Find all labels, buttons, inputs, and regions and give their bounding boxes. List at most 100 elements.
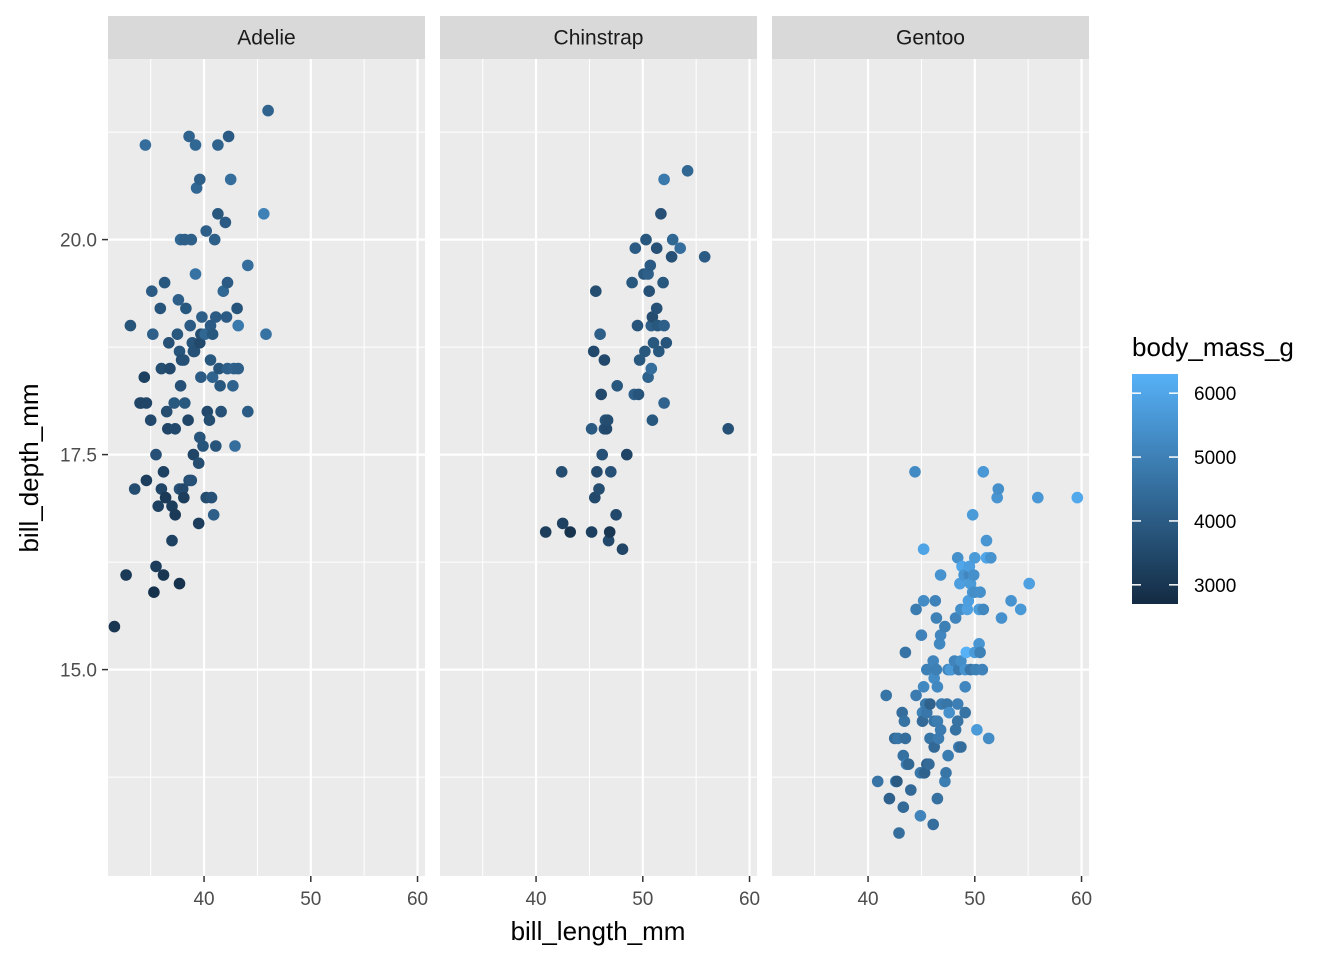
data-point [152,500,164,512]
data-point [564,526,576,538]
data-point [555,466,568,478]
data-point [909,466,921,478]
data-point [217,285,230,298]
facet-panels: Adelie Chinstrap Gentoo [108,16,1089,876]
facet-strip [108,16,425,59]
data-point [221,276,234,289]
data-point [658,173,670,186]
data-point [930,612,943,624]
facet-strip-label: Gentoo [896,27,965,50]
data-point [169,509,181,521]
data-point [590,285,602,298]
x-tick-label: 40 [857,889,878,910]
data-point [585,526,598,538]
data-point [1014,603,1027,616]
color-legend: body_mass_g 3000 4000 5000 6000 [1132,332,1294,604]
data-point [974,586,986,598]
data-point [647,337,660,349]
data-point [910,689,922,702]
data-point [645,362,658,375]
data-point [942,749,954,762]
data-point [961,603,974,616]
data-point [610,509,622,521]
data-point [176,483,189,495]
data-point [980,534,993,547]
data-point [147,328,159,341]
data-point [992,483,1005,495]
legend-title: body_mass_g [1132,332,1294,362]
colorbar-label: 3000 [1194,576,1236,597]
data-point [934,724,947,736]
data-point [891,775,903,788]
data-point [959,706,971,719]
data-point [949,612,962,624]
data-point [138,371,151,384]
data-point [653,345,665,358]
data-point [163,337,175,349]
data-point [960,646,973,659]
data-point [184,319,196,332]
data-point [644,259,657,272]
data-point [174,380,187,392]
data-point [587,345,600,358]
data-point [626,276,638,289]
data-point [206,371,219,384]
data-point [1005,595,1017,607]
data-point [933,638,946,650]
data-point [666,233,679,246]
x-tick-label: 40 [193,889,214,910]
data-point [934,569,947,581]
data-point [192,517,205,530]
panel-background [108,59,425,876]
data-point [194,337,206,349]
data-point [128,483,141,495]
facet-panel-gentoo: Gentoo [772,16,1089,876]
data-point [222,130,235,143]
data-point [232,362,244,375]
data-point [939,775,951,788]
data-point [178,354,190,366]
data-point [140,397,153,409]
data-point [262,104,274,117]
data-point [924,698,936,710]
data-point [955,741,967,753]
data-point [158,276,171,289]
data-point [963,560,976,573]
data-point [655,208,667,220]
data-point [157,569,170,581]
data-point [951,715,964,727]
data-point [969,552,981,564]
data-point [1071,491,1084,504]
data-point [924,732,936,745]
data-point [556,517,569,530]
data-point [871,775,884,788]
data-point [977,603,990,616]
data-point [242,259,254,272]
colorbar-label: 5000 [1194,448,1236,469]
data-point [973,638,985,650]
data-point [646,311,659,323]
data-point [197,440,209,452]
data-point [140,474,153,487]
x-tick-label: 50 [964,889,985,910]
data-point [928,741,940,753]
data-point [144,414,157,427]
data-point [258,208,270,220]
data-point [603,526,616,538]
y-tick-label: 17.5 [60,446,97,467]
data-point [966,509,979,521]
data-point [148,586,160,598]
data-point [231,302,243,315]
colorbar-label: 4000 [1194,512,1236,533]
data-point [639,345,651,358]
data-point [631,319,644,332]
data-point [1023,577,1035,590]
data-point [660,337,673,349]
data-point [154,302,167,315]
data-point [905,784,917,796]
data-point [124,319,137,332]
data-point [995,612,1008,624]
data-point [157,466,170,478]
data-point [206,328,219,341]
y-axis: 15.0 17.5 20.0 [60,231,108,682]
